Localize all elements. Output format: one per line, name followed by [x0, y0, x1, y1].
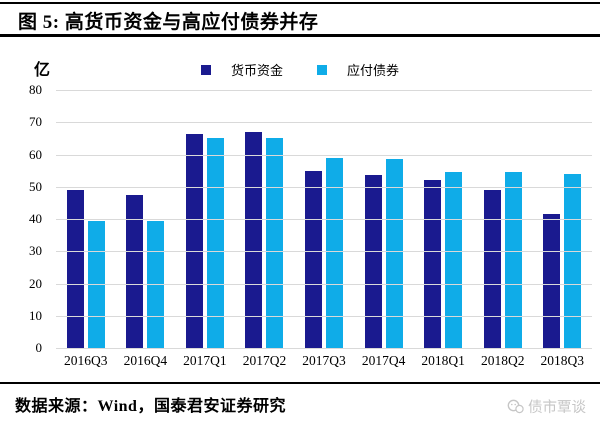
bar-group [304, 90, 343, 348]
y-axis-labels: 0 10 20 30 40 50 60 70 80 [0, 82, 48, 355]
y-tick-label: 30 [29, 243, 42, 259]
bar [385, 159, 403, 348]
bar [245, 131, 263, 348]
watermark-text: 债市覃谈 [528, 400, 586, 416]
bottom-border-line [0, 382, 600, 384]
bar-group [483, 90, 522, 348]
x-tick-label: 2018Q1 [421, 353, 465, 368]
legend: 货币资金 应付债券 [0, 60, 600, 79]
bar-group [543, 90, 582, 348]
y-tick-label: 50 [29, 178, 42, 194]
chart-title: 图 5: 高货币资金与高应付债券并存 [18, 12, 319, 33]
bar-group [424, 90, 463, 348]
bar [564, 173, 582, 348]
gridline [56, 186, 592, 188]
gridline [56, 122, 592, 124]
y-tick-label: 40 [29, 211, 42, 226]
y-tick-label: 80 [29, 82, 42, 97]
gridline [56, 219, 592, 220]
legend-label-series1: 货币资金 [230, 63, 283, 78]
series1-swatch-icon [200, 64, 211, 75]
bar [364, 175, 382, 348]
series2-swatch-icon [317, 64, 327, 75]
bar [266, 138, 284, 348]
bar [206, 138, 224, 348]
gridline [56, 315, 592, 317]
x-tick-label: 2017Q3 [302, 353, 346, 368]
gridline [56, 154, 592, 156]
bar [424, 180, 442, 348]
bar-groups [56, 90, 592, 348]
y-tick-label: 70 [29, 114, 42, 130]
bar [504, 172, 522, 348]
x-tick-label: 2016Q4 [123, 353, 168, 368]
bar [304, 170, 322, 348]
x-tick-label: 2018Q3 [540, 353, 585, 368]
bar [445, 172, 463, 348]
legend-item-series2: 应付债券 [317, 60, 399, 79]
bar [126, 194, 144, 348]
x-tick-label: 2017Q1 [183, 353, 227, 368]
bar [543, 214, 561, 348]
bar [66, 189, 84, 348]
legend-item-series1: 货币资金 [200, 60, 283, 79]
y-tick-label: 10 [29, 307, 42, 323]
top-border-line [0, 2, 600, 4]
bar-group [364, 90, 403, 348]
y-tick-label: 0 [35, 340, 43, 355]
gridline [56, 90, 592, 91]
x-tick-label: 2016Q3 [64, 353, 108, 368]
x-tick-label: 2017Q2 [242, 353, 287, 368]
x-axis-labels: 2016Q3 2016Q4 2017Q1 2017Q2 2017Q3 2017Q4 2018… [56, 353, 592, 369]
y-axis-unit-label: 亿 [34, 62, 51, 79]
plot-area [56, 90, 592, 349]
gridline [56, 348, 592, 349]
legend-label-series2: 应付债券 [347, 63, 400, 78]
y-tick-label: 20 [29, 275, 42, 291]
watermark: 债市覃谈 [507, 396, 586, 417]
bar [325, 157, 343, 348]
y-tick-label: 60 [29, 146, 42, 162]
x-tick-label: 2018Q2 [480, 353, 525, 368]
title-underline [0, 34, 600, 37]
data-source-note: 数据来源：Wind，国泰君安证券研究 [15, 398, 286, 415]
x-tick-label: 2017Q4 [361, 353, 406, 368]
bar [483, 189, 501, 348]
bar-group [245, 90, 284, 348]
gridline [56, 251, 592, 253]
chat-bubbles-logo-icon [507, 399, 524, 414]
gridline [56, 283, 592, 285]
